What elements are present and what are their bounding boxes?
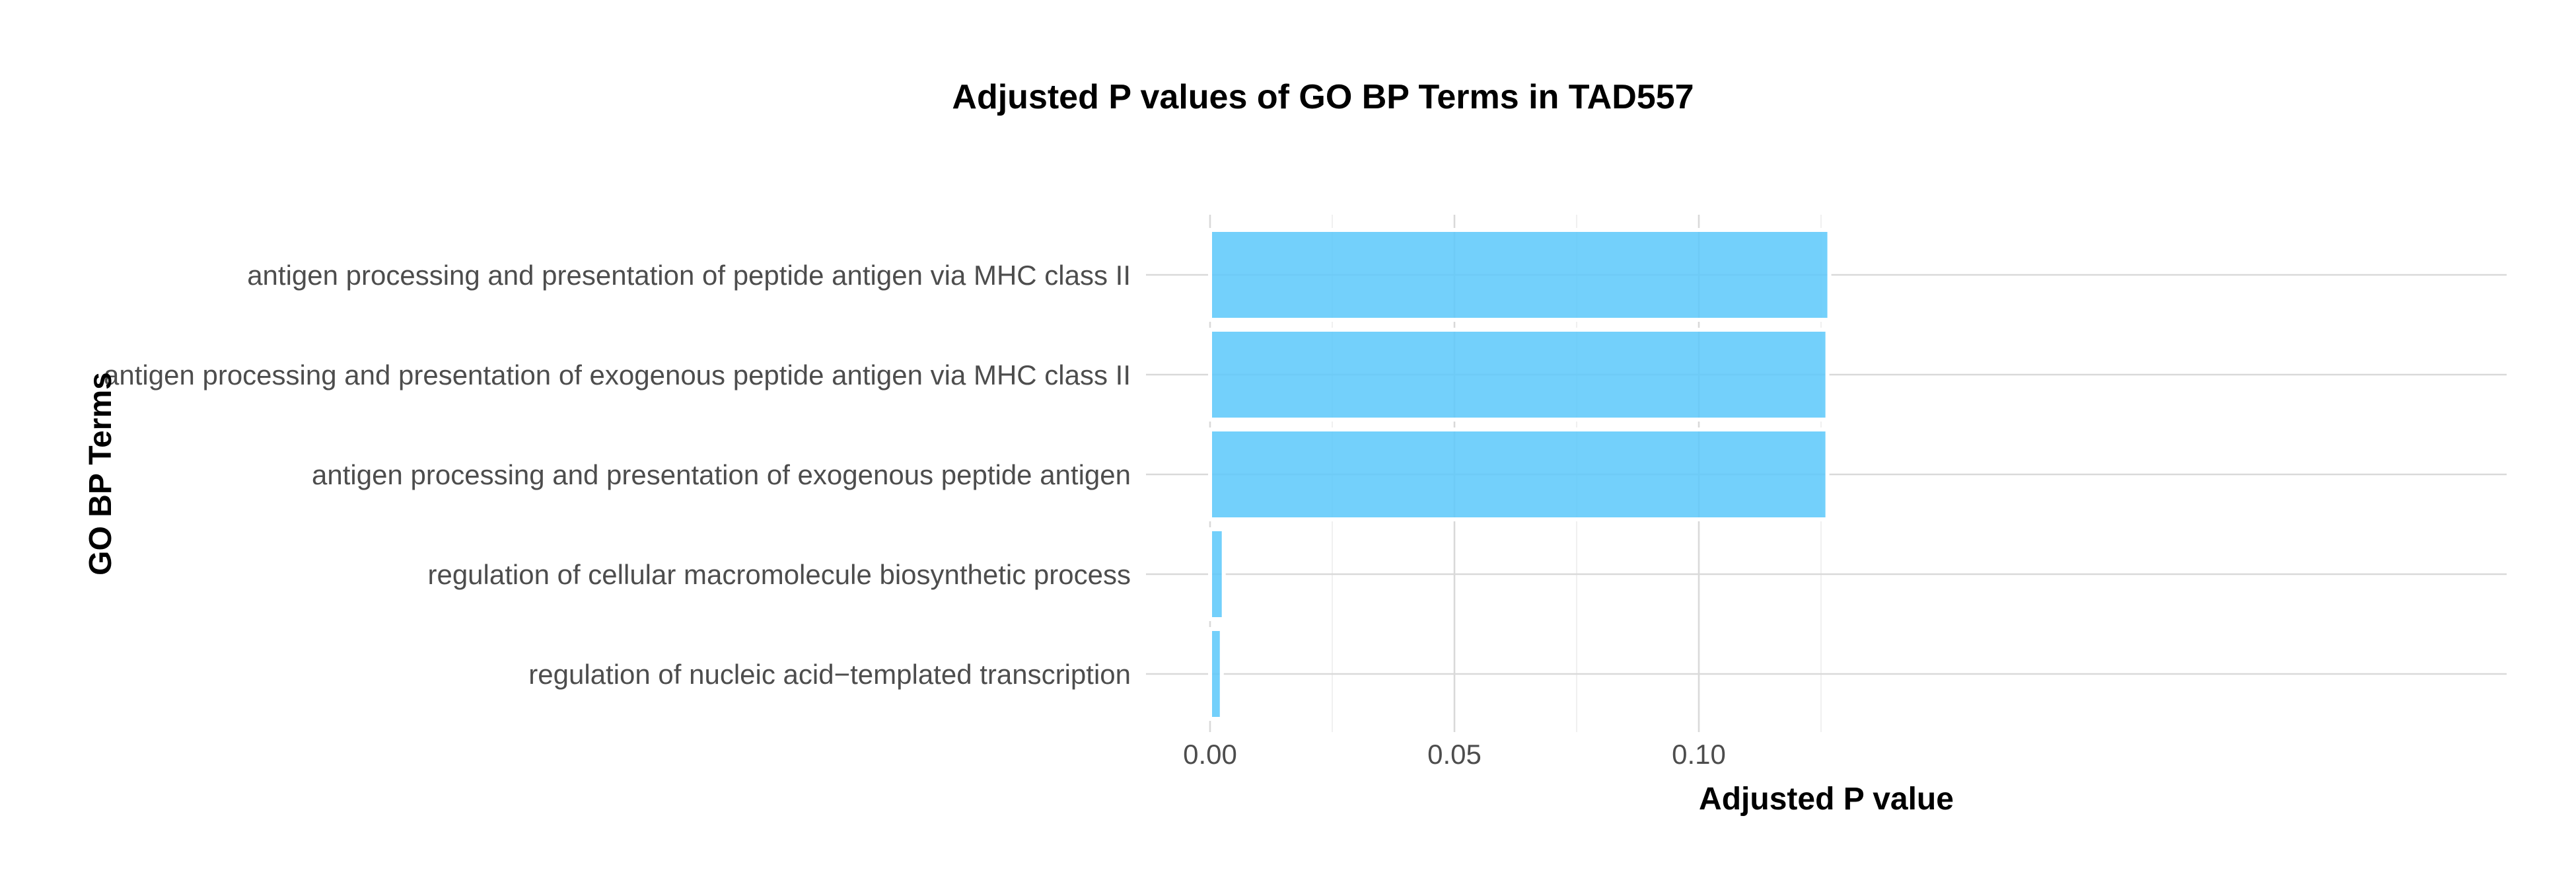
x-tick-label: 0.10 bbox=[1672, 739, 1726, 770]
y-tick-label: regulation of cellular macromolecule bio… bbox=[427, 559, 1131, 590]
bar bbox=[1208, 527, 1226, 621]
y-tick-label: antigen processing and presentation of e… bbox=[104, 359, 1131, 390]
y-tick-label: antigen processing and presentation of p… bbox=[247, 260, 1131, 291]
y-tick-label: regulation of nucleic acid−templated tra… bbox=[528, 659, 1131, 690]
y-tick-label: antigen processing and presentation of e… bbox=[312, 459, 1131, 490]
bar-layer bbox=[1208, 228, 1832, 721]
x-tick-labels: 0.00 0.05 0.10 bbox=[1183, 739, 1726, 770]
bar bbox=[1208, 427, 1830, 521]
chart-title: Adjusted P values of GO BP Terms in TAD5… bbox=[952, 78, 1694, 116]
bar bbox=[1208, 328, 1830, 422]
x-axis-title: Adjusted P value bbox=[1699, 782, 1954, 817]
y-axis-title: GO BP Terms bbox=[83, 372, 118, 576]
bar bbox=[1208, 627, 1224, 721]
x-tick-label: 0.00 bbox=[1183, 739, 1237, 770]
y-tick-labels: antigen processing and presentation of p… bbox=[104, 260, 1131, 690]
x-tick-label: 0.05 bbox=[1427, 739, 1482, 770]
bar bbox=[1208, 228, 1832, 322]
